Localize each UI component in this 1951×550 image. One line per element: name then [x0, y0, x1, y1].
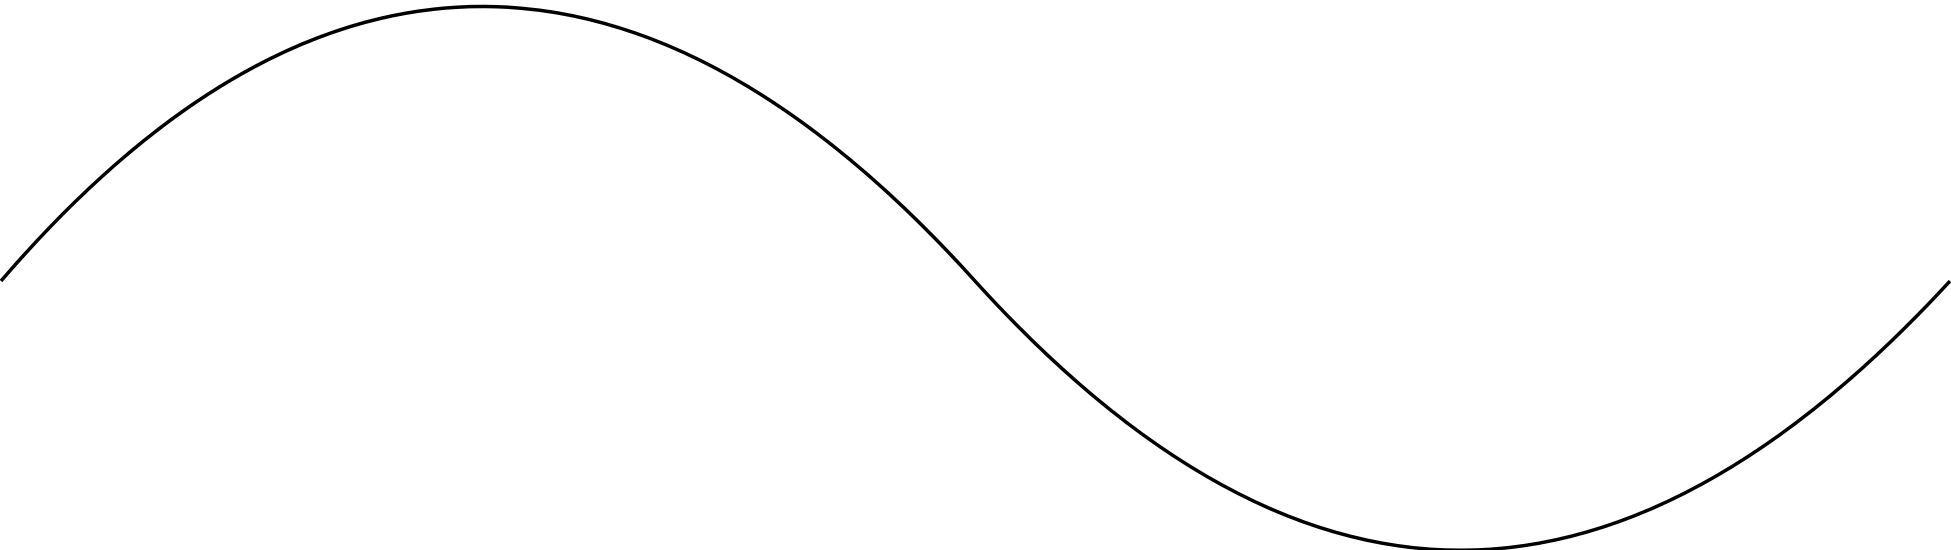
wave-curve [0, 4, 1951, 550]
